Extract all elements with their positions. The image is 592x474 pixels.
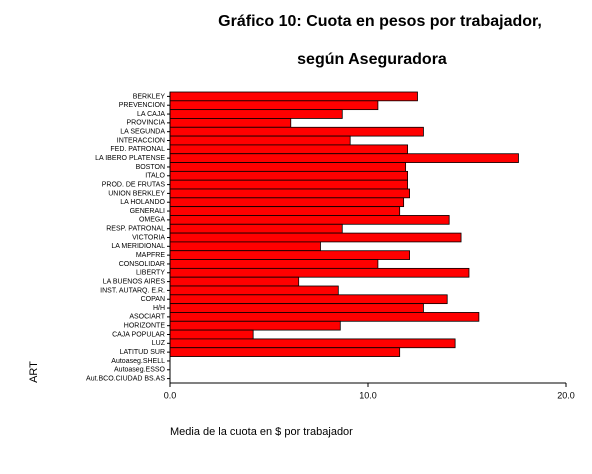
bar [169,206,401,216]
y-tick-label: LUZ [152,340,166,347]
bar [169,285,339,296]
y-tick-label: LA SEGUNDA [120,129,165,136]
bar [169,188,410,199]
y-tick-label: RESP. PATRONAL [106,226,165,233]
y-tick-label: Autoaseg.ESSO [114,367,166,374]
bar [169,135,351,146]
bar [169,126,424,137]
bar [169,232,462,243]
y-tick-label: VICTORIA [132,234,165,241]
bar [169,197,405,208]
y-tick-label: H/H [153,305,165,312]
x-axis-label: Media de la cuota en $ por trabajador [170,426,353,438]
y-tick-label: UNION BERKLEY [108,190,165,197]
bar [169,347,401,357]
y-tick-label: Autoaseg.SHELL [111,358,165,365]
x-tick-label: 0.0 [164,390,177,400]
bar [169,312,480,322]
y-tick-label: LA CAJA [137,111,165,118]
y-tick-label: ITALO [145,173,165,180]
y-tick-label: PROD. DE FRUTAS [102,181,166,188]
x-tick-label: 10.0 [359,390,377,400]
y-tick-label: LA HOLANDO [120,199,165,206]
y-tick-label: BERKLEY [133,93,166,100]
bar [169,144,409,155]
y-tick-label: INTERACCION [117,137,165,144]
bar [169,259,379,269]
bar [169,215,450,225]
bar [169,241,321,252]
y-tick-label: LIBERTY [136,270,165,277]
bar [169,153,519,163]
bar [169,267,470,278]
bar [169,329,254,340]
y-tick-label: OMEGA [139,217,165,224]
y-tick-label: COPAN [141,296,165,303]
x-tick-label: 20.0 [557,390,575,400]
bar [169,338,456,349]
y-tick-label: MAPFRE [136,252,166,259]
bar [169,162,407,172]
bar [169,303,424,313]
y-tick-label: PROVINCIA [126,120,165,127]
y-tick-label: ASOCIART [129,314,165,321]
y-tick-label: CONSOLIDAR [119,261,165,268]
y-tick-label: CAJA POPULAR [112,331,165,338]
y-tick-label: HORIZONTE [124,323,166,330]
y-tick-label: LA MERIDIONAL [111,243,165,250]
y-tick-label: Aut.BCO.CIUDAD BS.AS [86,375,165,382]
bar [169,109,343,119]
bar [169,91,418,102]
bar [169,276,300,287]
y-axis-label: ART [28,361,40,383]
y-tick-label: FED. PATRONAL [110,146,165,153]
bar [169,100,379,111]
bar [169,250,410,260]
chart-title: según Aseguradora [297,51,447,68]
chart-title: Gráfico 10: Cuota en pesos por trabajado… [218,13,542,30]
y-tick-label: LA IBERO PLATENSE [95,155,165,162]
bar [169,294,448,305]
bar [169,320,341,331]
y-tick-label: LATITUD SUR [120,349,165,356]
bar [169,179,409,190]
y-tick-label: BOSTON [136,164,165,171]
y-tick-label: PREVENCION [119,102,165,109]
y-tick-label: LA BUENOS AIRES [103,278,166,285]
bar [169,170,409,181]
bar [169,223,343,234]
y-tick-label: INST. AUTARQ. E.R. [100,287,165,294]
bar [169,118,292,128]
y-tick-label: GENERALI [130,208,165,215]
